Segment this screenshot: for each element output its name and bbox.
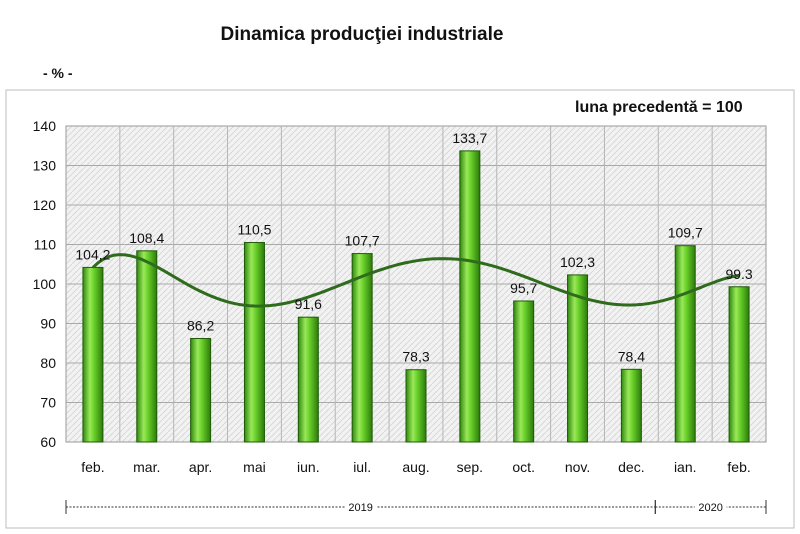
x-axis-ticks: feb. mar. apr. mai iun. iul. aug. sep. oct. nov. d… (81, 459, 751, 475)
gridlines (66, 126, 766, 442)
data-label-0: 104,2 (75, 246, 110, 262)
year-label-2020: 2020 (698, 502, 722, 514)
x-tick-label-1: mar. (133, 459, 160, 475)
y-tick-label-90: 90 (40, 316, 56, 332)
data-label-2: 86,2 (187, 318, 214, 334)
data-label-4: 91,6 (295, 296, 322, 312)
baseline-note: luna precedentă = 100 (575, 99, 743, 116)
bar-4 (297, 316, 319, 443)
y-tick-label-120: 120 (33, 197, 57, 213)
data-label-5: 107,7 (345, 233, 380, 249)
x-tick-label-8: oct. (512, 459, 535, 475)
y-tick-label-70: 70 (40, 395, 56, 411)
data-label-6: 78,3 (402, 349, 429, 365)
y-tick-label-60: 60 (40, 434, 56, 450)
data-label-8: 95,7 (510, 280, 537, 296)
data-label-11: 109,7 (668, 225, 703, 241)
year-label-bg-2020 (694, 500, 727, 514)
bar-5 (351, 253, 373, 443)
x-tick-label-2: apr. (189, 459, 212, 475)
data-label-9: 102,3 (560, 254, 595, 270)
bar-1 (136, 250, 158, 443)
trend-line (91, 253, 740, 308)
bar-8 (513, 300, 535, 443)
x-tick-label-0: feb. (81, 459, 104, 475)
bars (82, 150, 750, 443)
unit-label: - % - (43, 65, 73, 81)
x-tick-label-11: ian. (674, 459, 697, 475)
year-label-bg-2019 (344, 500, 377, 514)
bar-6 (405, 369, 427, 443)
bar-9 (567, 274, 589, 443)
bar-3 (243, 242, 265, 443)
data-label-1: 108,4 (129, 230, 164, 246)
y-tick-label-140: 140 (33, 118, 57, 134)
y-axis-ticks: 60 70 80 90 100 110 120 130 140 (33, 118, 57, 450)
y-tick-label-100: 100 (33, 276, 57, 292)
bar-7 (459, 150, 481, 443)
year-groups: 2019 2020 (65, 500, 767, 514)
bar-12 (728, 286, 750, 443)
data-labels: 104,2 108,4 86,2 110,5 91,6 107,7 78,3 133,7 95,… (75, 130, 753, 365)
y-tick-label-80: 80 (40, 355, 56, 371)
data-label-7: 133,7 (452, 130, 487, 146)
data-label-12: 99.3 (725, 266, 752, 282)
y-tick-label-130: 130 (33, 158, 57, 174)
x-tick-label-3: mai (243, 459, 266, 475)
data-label-3: 110,5 (237, 222, 271, 238)
x-tick-label-4: iun. (297, 459, 320, 475)
data-label-10: 78,4 (618, 348, 645, 364)
bar-11 (674, 245, 696, 443)
bar-0 (82, 266, 104, 443)
x-tick-label-5: iul. (353, 459, 371, 475)
chart-title: Dinamica producţiei industriale (221, 24, 504, 45)
year-label-2019: 2019 (348, 502, 372, 514)
bar-2 (190, 338, 212, 443)
bar-10 (620, 368, 642, 443)
x-tick-label-7: sep. (457, 459, 483, 475)
y-tick-label-110: 110 (34, 237, 57, 253)
x-tick-label-6: aug. (402, 459, 429, 475)
x-tick-label-9: nov. (565, 459, 590, 475)
x-tick-label-10: dec. (618, 459, 644, 475)
x-tick-label-12: feb. (727, 459, 750, 475)
